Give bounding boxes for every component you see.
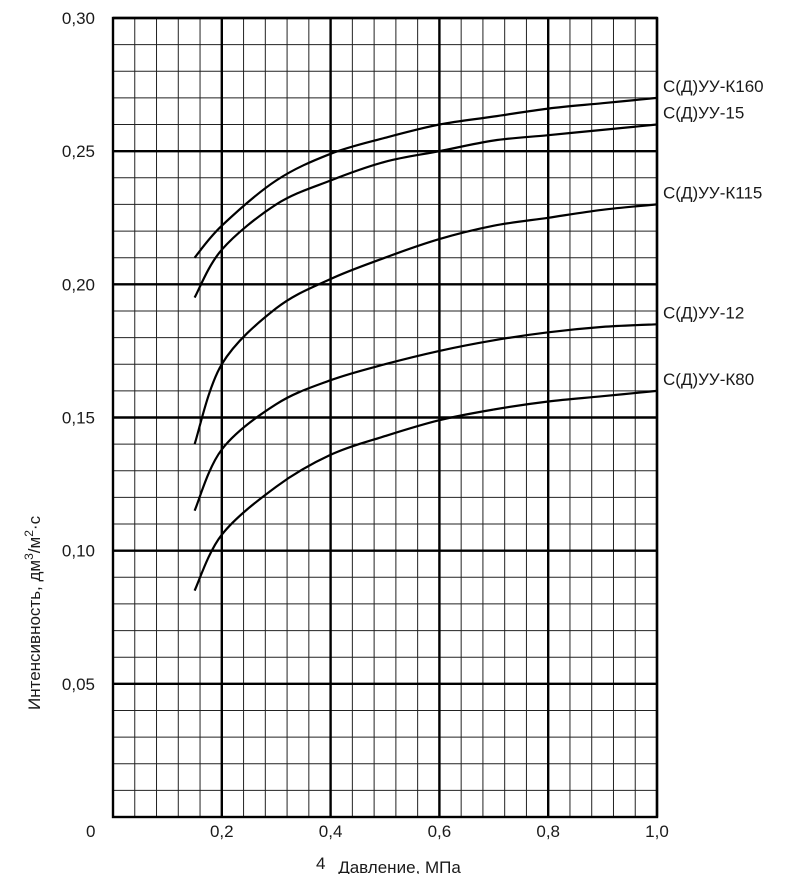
x-tick-label: 0,2 bbox=[210, 822, 234, 841]
series-curves bbox=[193, 96, 658, 592]
plot-frame bbox=[111, 16, 659, 819]
y-axis-label-end: ·с bbox=[25, 515, 44, 530]
y-tick-label: 0,10 bbox=[62, 542, 95, 561]
series-label: С(Д)УУ-15 bbox=[663, 104, 744, 123]
x-axis-prefix: 4 bbox=[316, 854, 325, 873]
y-axis-title: Интенсивность, дм3/м2·с bbox=[22, 515, 44, 710]
origin-label: 0 bbox=[86, 822, 95, 841]
series-line bbox=[193, 389, 658, 592]
y-axis-label-mid: /м bbox=[25, 537, 44, 553]
series-line bbox=[193, 123, 658, 299]
series-line bbox=[193, 323, 658, 512]
series-line bbox=[193, 96, 658, 259]
x-tick-label: 0,8 bbox=[536, 822, 560, 841]
tick-labels: 0,2 0,4 0,6 0,8 1,0 0,05 0,10 0,15 0,20 0,25 0,30 bbox=[62, 9, 669, 841]
series-label: С(Д)УУ-К160 bbox=[663, 77, 764, 96]
x-tick-label: 0,6 bbox=[428, 822, 452, 841]
x-axis-label: Давление, МПа bbox=[338, 858, 461, 874]
series-label: С(Д)УУ-К80 bbox=[663, 370, 754, 389]
major-grid bbox=[111, 16, 659, 819]
y-axis-label-sup2: 2 bbox=[22, 530, 36, 537]
x-axis-title: 4 Давление, МПа bbox=[316, 854, 461, 874]
y-tick-label: 0,05 bbox=[62, 675, 95, 694]
y-tick-label: 0,20 bbox=[62, 275, 95, 294]
series-label: С(Д)УУ-12 bbox=[663, 303, 744, 322]
y-tick-label: 0,25 bbox=[62, 142, 95, 161]
x-tick-label: 0,4 bbox=[319, 822, 343, 841]
series-line bbox=[193, 203, 658, 445]
y-axis-label-sup1: 3 bbox=[22, 553, 36, 560]
y-tick-label: 0,15 bbox=[62, 409, 95, 428]
y-axis-label-main: Интенсивность, дм bbox=[25, 560, 44, 710]
y-tick-label: 0,30 bbox=[62, 9, 95, 28]
x-tick-label: 1,0 bbox=[645, 822, 669, 841]
series-labels: С(Д)УУ-К160 С(Д)УУ-15 С(Д)УУ-К115 С(Д)УУ-12… bbox=[663, 77, 764, 389]
series-label: С(Д)УУ-К115 bbox=[663, 183, 762, 202]
